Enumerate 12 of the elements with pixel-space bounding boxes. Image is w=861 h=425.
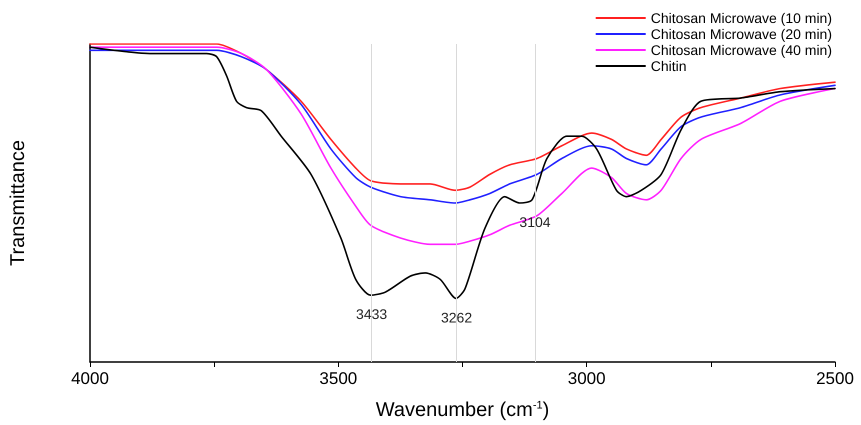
annotation: 3433	[356, 306, 388, 322]
annotation: 3262	[440, 309, 472, 326]
legend-label: Chitosan Microwave (20 min)	[650, 26, 832, 42]
y-axis-title: Transmittance	[7, 140, 29, 266]
annotation: 3104	[519, 214, 551, 230]
legend-label: Chitosan Microwave (40 min)	[650, 42, 832, 58]
x-tick-label: 4000	[71, 369, 109, 388]
legend-label: Chitin	[650, 58, 687, 74]
x-tick-label: 3000	[568, 369, 606, 388]
x-tick-label: 3500	[319, 369, 358, 388]
x-tick-label: 2500	[816, 369, 854, 388]
legend-label: Chitosan Microwave (10 min)	[650, 10, 832, 26]
